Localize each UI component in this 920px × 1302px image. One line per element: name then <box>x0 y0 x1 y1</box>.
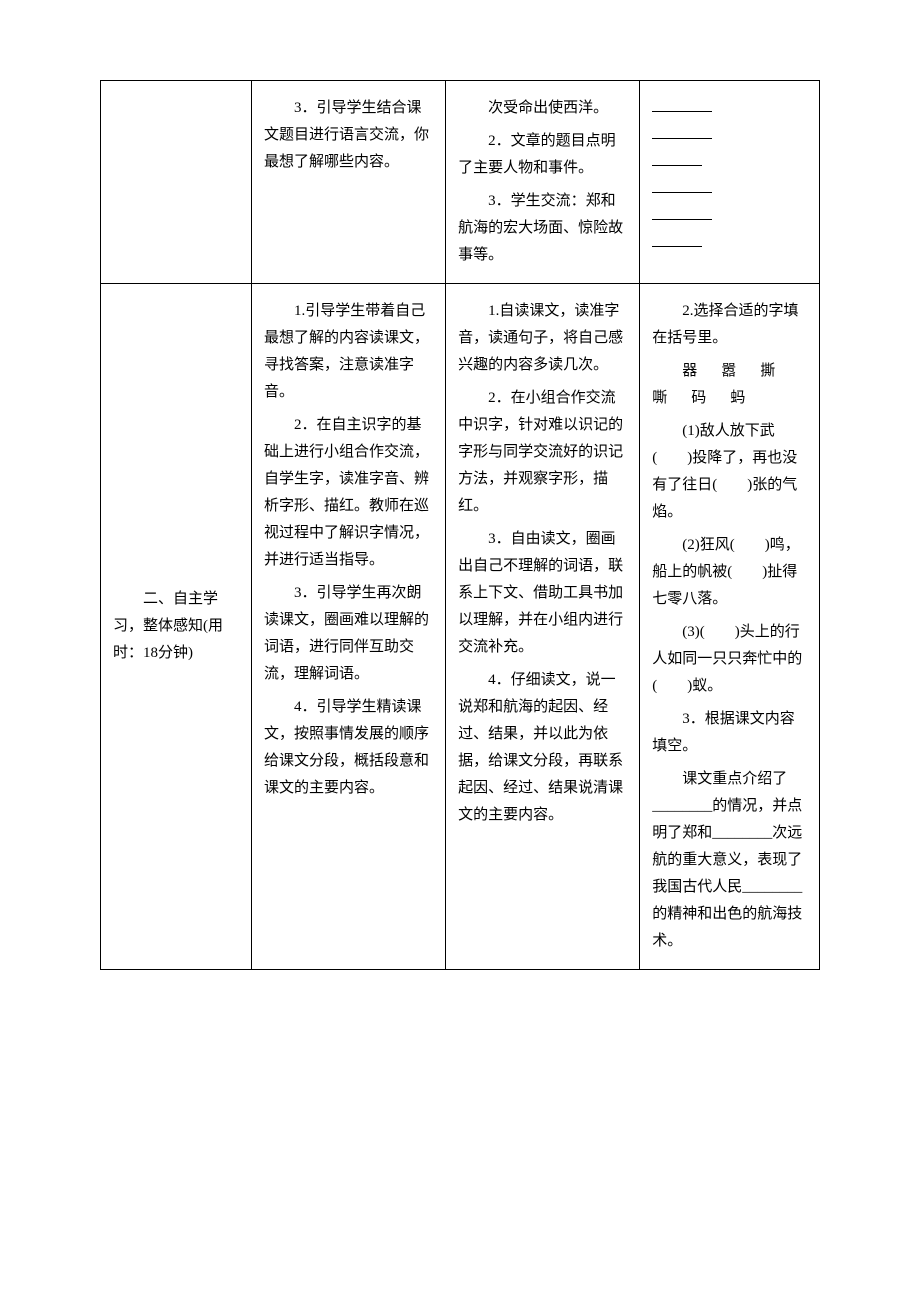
exercise-title: 2.选择合适的字填在括号里。 <box>652 298 807 352</box>
exercise-item: (1)敌人放下武( )投降了，再也没有了往日( )张的气焰。 <box>652 418 807 526</box>
paragraph: 3．自由读文，圈画出自己不理解的词语，联系上下文、借助工具书加以理解，并在小组内… <box>458 526 627 661</box>
table-row: 二、自主学习，整体感知(用时：18分钟) 1.引导学生带着自己最想了解的内容读课… <box>101 284 820 970</box>
paragraph: 1.自读课文，读准字音，读通句子，将自己感兴趣的内容多读几次。 <box>458 298 627 379</box>
exercise-item: (2)狂风( )鸣，船上的帆被( )扯得七零八落。 <box>652 532 807 613</box>
cell-student-activity: 次受命出使西洋。 2．文章的题目点明了主要人物和事件。 3．学生交流：郑和航海的… <box>446 81 640 284</box>
paragraph: 4．引导学生精读课文，按照事情发展的顺序给课文分段，概括段意和课文的主要内容。 <box>264 694 433 802</box>
cell-teacher-activity: 3．引导学生结合课文题目进行语言交流，你最想了解哪些内容。 <box>251 81 445 284</box>
blank-line <box>652 176 807 203</box>
blank-line <box>652 203 807 230</box>
paragraph: 2．在自主识字的基础上进行小组合作交流，自学生字，读准字音、辨析字形、描红。教师… <box>264 412 433 574</box>
cell-section-label <box>101 81 252 284</box>
exercise-item: (3)( )头上的行人如同一只只奔忙中的( )蚁。 <box>652 619 807 700</box>
blank-line <box>652 122 807 149</box>
blank-line <box>652 95 807 122</box>
paragraph: 4．仔细读文，说一说郑和航海的起因、经过、结果，并以此为依据，给课文分段，再联系… <box>458 667 627 829</box>
blank-line <box>652 149 807 176</box>
paragraph: 次受命出使西洋。 <box>458 95 627 122</box>
paragraph: 3．学生交流：郑和航海的宏大场面、惊险故事等。 <box>458 188 627 269</box>
cell-student-activity: 1.自读课文，读准字音，读通句子，将自己感兴趣的内容多读几次。 2．在小组合作交… <box>446 284 640 970</box>
paragraph: 2．文章的题目点明了主要人物和事件。 <box>458 128 627 182</box>
char-options: 器 嚣 撕 嘶 码 蚂 <box>652 358 807 412</box>
cell-exercise: 2.选择合适的字填在括号里。 器 嚣 撕 嘶 码 蚂 (1)敌人放下武( )投降… <box>640 284 820 970</box>
paragraph: 2．在小组合作交流中识字，针对难以识记的字形与同学交流好的识记方法，并观察字形，… <box>458 385 627 520</box>
paragraph: 1.引导学生带着自己最想了解的内容读课文，寻找答案，注意读准字音。 <box>264 298 433 406</box>
cell-exercise <box>640 81 820 284</box>
lesson-plan-table: 3．引导学生结合课文题目进行语言交流，你最想了解哪些内容。 次受命出使西洋。 2… <box>100 80 820 970</box>
blank-line <box>652 230 807 257</box>
section-title: 二、自主学习，整体感知(用时：18分钟) <box>113 586 239 667</box>
cell-teacher-activity: 1.引导学生带着自己最想了解的内容读课文，寻找答案，注意读准字音。 2．在自主识… <box>251 284 445 970</box>
fill-blank-text: 课文重点介绍了________的情况，并点明了郑和________次远航的重大意… <box>652 766 807 955</box>
exercise-title: 3．根据课文内容填空。 <box>652 706 807 760</box>
table-row: 3．引导学生结合课文题目进行语言交流，你最想了解哪些内容。 次受命出使西洋。 2… <box>101 81 820 284</box>
paragraph: 3．引导学生结合课文题目进行语言交流，你最想了解哪些内容。 <box>264 95 433 176</box>
paragraph: 3．引导学生再次朗读课文，圈画难以理解的词语，进行同伴互助交流，理解词语。 <box>264 580 433 688</box>
cell-section-label: 二、自主学习，整体感知(用时：18分钟) <box>101 284 252 970</box>
